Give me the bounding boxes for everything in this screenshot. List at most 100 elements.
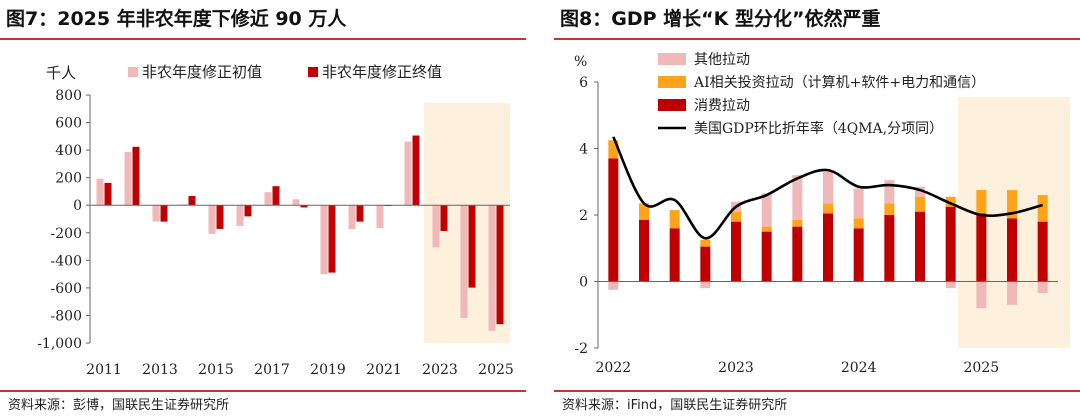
y-tick-label: -600 bbox=[51, 281, 82, 297]
bar-seg-0-2024Q1 bbox=[853, 228, 864, 282]
y-tick-label: -2 bbox=[574, 341, 588, 357]
x-tick-label: 2015 bbox=[198, 362, 234, 378]
bar-seg-2-2024Q4 bbox=[945, 281, 956, 289]
bar-seg-0-2025Q1 bbox=[976, 213, 987, 282]
y-tick-label: -400 bbox=[51, 253, 82, 269]
bar-seg-2-2023Q2 bbox=[761, 193, 772, 227]
bar-seg-1-2023Q4 bbox=[823, 203, 833, 214]
legend-label-2: 其他拉动 bbox=[694, 52, 750, 68]
legend-label-0: 消费拉动 bbox=[694, 98, 750, 114]
left-source-note: 资料来源：彭博，国联民生证券研究所 bbox=[8, 398, 230, 413]
legend-label-1: 非农年度修正终值 bbox=[322, 63, 442, 81]
bar-initial-2020 bbox=[348, 205, 356, 230]
bar-seg-1-2025Q1 bbox=[976, 190, 987, 214]
bar-seg-1-2025Q3 bbox=[1037, 195, 1048, 222]
bar-seg-2-2025Q1 bbox=[976, 281, 987, 309]
bar-seg-0-2022Q3 bbox=[669, 228, 680, 282]
bar-seg-1-2024Q1 bbox=[853, 218, 864, 229]
bar-initial-2017 bbox=[264, 192, 272, 206]
bar-seg-2-2023Q4 bbox=[823, 171, 833, 204]
bar-seg-2-2022Q4 bbox=[700, 281, 711, 289]
bar-seg-0-2023Q1 bbox=[731, 221, 741, 282]
x-tick-label: 2013 bbox=[142, 362, 178, 378]
bar-final-2014 bbox=[188, 195, 196, 206]
bar-initial-2023 bbox=[432, 205, 440, 248]
right-chart-svg: % -2 0 2 4 6 2022 2023 2024 2025 其他拉动 AI相关投资拉动（计算机+… bbox=[574, 52, 1070, 376]
y-tick-label: 600 bbox=[55, 116, 82, 132]
bar-seg-0-2023Q2 bbox=[761, 231, 772, 282]
bar-seg-2-2024Q1 bbox=[853, 188, 864, 219]
y-tick-label: -800 bbox=[51, 308, 82, 324]
y-tick-label: 4 bbox=[579, 142, 588, 158]
legend-swatch-0 bbox=[658, 99, 686, 111]
x-tick-label: 2024 bbox=[841, 360, 877, 376]
bar-seg-1-2023Q3 bbox=[792, 219, 803, 227]
bar-final-2022 bbox=[412, 135, 420, 206]
bar-seg-0-2025Q3 bbox=[1037, 221, 1048, 282]
legend-label-3: 美国GDP环比折年率（4QMA,分项同） bbox=[694, 120, 943, 137]
bar-seg-1-2023Q2 bbox=[761, 226, 772, 232]
x-tick-label: 2011 bbox=[86, 362, 122, 378]
bar-final-2016 bbox=[244, 205, 252, 217]
gdp-line bbox=[612, 136, 1044, 240]
bar-final-2015 bbox=[216, 205, 224, 229]
bar-seg-2-2024Q3 bbox=[915, 186, 925, 197]
legend-swatch-2 bbox=[658, 53, 686, 65]
bar-seg-0-2024Q3 bbox=[915, 211, 925, 282]
bar-initial-2022 bbox=[404, 141, 412, 206]
bar-seg-0-2022Q2 bbox=[639, 219, 649, 282]
bar-seg-2-2022Q1 bbox=[608, 281, 619, 290]
x-tick-label: 2025 bbox=[478, 362, 514, 378]
bar-seg-2-2024Q2 bbox=[884, 180, 895, 204]
bar-final-2019 bbox=[328, 205, 336, 273]
bar-seg-0-2022Q1 bbox=[608, 158, 619, 282]
bar-initial-2024 bbox=[460, 205, 468, 318]
bar-initial-2012 bbox=[124, 152, 132, 206]
right-source-note: 资料来源：iFind，国联民生证券研究所 bbox=[562, 398, 788, 413]
x-tick-label: 2023 bbox=[718, 360, 754, 376]
bar-seg-1-2023Q1 bbox=[731, 211, 741, 222]
right-chart-title: 图8：GDP 增长“K 型分化”依然严重 bbox=[560, 8, 881, 30]
y-tick-label: -200 bbox=[51, 226, 82, 242]
legend-label-0: 非农年度修正初值 bbox=[142, 63, 262, 81]
bar-seg-1-2024Q2 bbox=[884, 203, 895, 215]
bar-seg-2-2025Q2 bbox=[1007, 281, 1017, 305]
bar-seg-0-2024Q2 bbox=[884, 215, 895, 282]
bar-final-2020 bbox=[356, 205, 364, 222]
bar-final-2023 bbox=[440, 205, 448, 231]
legend-swatch-0 bbox=[128, 67, 138, 77]
y-tick-label: 800 bbox=[55, 88, 82, 104]
bar-final-2011 bbox=[104, 182, 112, 206]
bar-final-2017 bbox=[272, 186, 280, 206]
x-tick-label: 2017 bbox=[254, 362, 290, 378]
y-unit-label: 千人 bbox=[46, 64, 76, 82]
legend-swatch-1 bbox=[658, 76, 686, 88]
bar-seg-1-2022Q1 bbox=[608, 140, 619, 159]
bar-seg-0-2024Q4 bbox=[945, 206, 956, 282]
x-tick-label: 2023 bbox=[422, 362, 458, 378]
bar-seg-0-2022Q4 bbox=[700, 246, 711, 282]
left-chart-svg: 千人 -1,000 -800 -600 -400 -200 0 200 400 600 800 201… bbox=[37, 63, 514, 378]
bar-final-2024 bbox=[468, 205, 476, 288]
bar-initial-2015 bbox=[208, 205, 216, 234]
bar-seg-0-2023Q3 bbox=[792, 226, 803, 282]
bar-final-2013 bbox=[160, 205, 168, 222]
x-tick-label: 2021 bbox=[366, 362, 402, 378]
x-tick-label: 2025 bbox=[964, 360, 1000, 376]
y-tick-label: 2 bbox=[579, 208, 588, 224]
bar-final-2025 bbox=[496, 205, 504, 325]
legend-swatch-1 bbox=[308, 67, 318, 77]
bar-seg-2-2025Q3 bbox=[1037, 281, 1048, 294]
left-title-rule bbox=[0, 38, 526, 40]
bar-seg-1-2022Q4 bbox=[700, 239, 711, 247]
x-tick-label: 2019 bbox=[310, 362, 346, 378]
y-unit-label: % bbox=[574, 54, 587, 70]
bar-seg-1-2025Q2 bbox=[1007, 190, 1017, 219]
bar-initial-2019 bbox=[320, 205, 328, 275]
right-chart-panel: 图8：GDP 增长“K 型分化”依然严重 % -2 0 2 4 6 2022 2023 2024… bbox=[554, 0, 1080, 418]
bar-seg-1-2024Q3 bbox=[915, 196, 925, 212]
bar-final-2018 bbox=[300, 205, 308, 208]
y-tick-label: 200 bbox=[55, 171, 82, 187]
bar-seg-0-2025Q2 bbox=[1007, 218, 1017, 282]
left-source-rule bbox=[0, 390, 526, 392]
